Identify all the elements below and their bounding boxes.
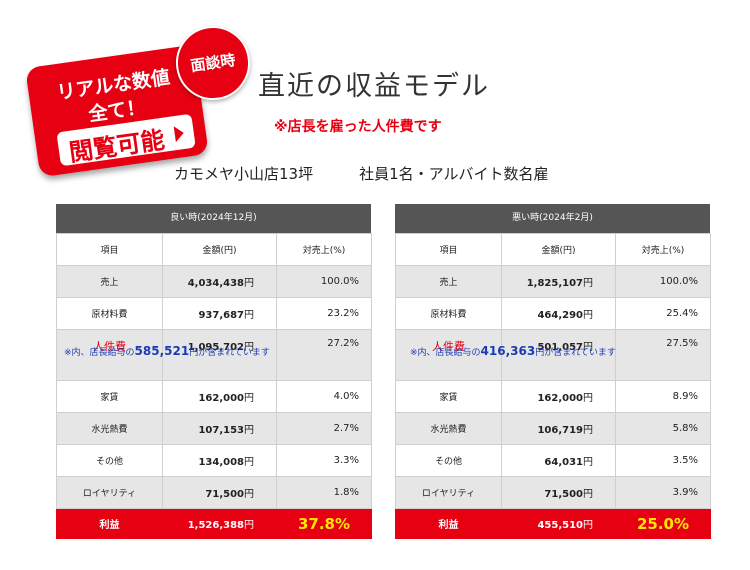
store-info: カモメヤ小山店13坪 社員1名・アルバイト数名雇 bbox=[174, 163, 549, 184]
col-ratio: 対売上(%) bbox=[615, 233, 711, 266]
col-item: 項目 bbox=[395, 233, 502, 266]
table-row: 原材料費 464,290円 25.4% bbox=[395, 297, 711, 330]
bad-period-header: 悪い時(2024年2月) bbox=[395, 204, 710, 233]
table-row: 水光熱費 106,719円 5.8% bbox=[395, 412, 711, 445]
col-amount: 金額(円) bbox=[501, 233, 616, 266]
profit-row: 利益 455,510円 25.0% bbox=[395, 508, 711, 539]
col-amount: 金額(円) bbox=[162, 233, 277, 266]
store-name: カモメヤ小山店13坪 bbox=[174, 165, 314, 183]
col-item: 項目 bbox=[56, 233, 163, 266]
table-row: 売上 4,034,438円 100.0% bbox=[56, 265, 372, 298]
labor-note-bad: ※内、店長給与の416,363円が含まれています bbox=[410, 344, 616, 358]
table-row-labor: 人件費 501,057円 27.5% bbox=[395, 329, 711, 381]
store-staff: 社員1名・アルバイト数名雇 bbox=[359, 165, 549, 183]
profit-ratio: 37.8% bbox=[276, 508, 372, 539]
page-title: 直近の収益モデル bbox=[258, 71, 490, 102]
promo-badge: リアルな数値 全て！ 閲覧可能 面談時 bbox=[25, 21, 255, 178]
table-row: その他 134,008円 3.3% bbox=[56, 444, 372, 477]
table-row: 売上 1,825,107円 100.0% bbox=[395, 265, 711, 298]
col-ratio: 対売上(%) bbox=[276, 233, 372, 266]
table-row: 原材料費 937,687円 23.2% bbox=[56, 297, 372, 330]
table-row: 家賃 162,000円 8.9% bbox=[395, 380, 711, 413]
profit-ratio: 25.0% bbox=[615, 508, 711, 539]
profit-row: 利益 1,526,388円 37.8% bbox=[56, 508, 372, 539]
good-period-table: 良い時(2024年12月) 項目 金額(円) 対売上(%) 売上 4,034,4… bbox=[56, 204, 372, 539]
arrow-right-icon bbox=[173, 125, 185, 143]
table-row-labor: 人件費 1,095,702円 27.2% bbox=[56, 329, 372, 381]
table-row: 水光熱費 107,153円 2.7% bbox=[56, 412, 372, 445]
table-row: ロイヤリティ 71,500円 1.8% bbox=[56, 476, 372, 509]
good-period-header: 良い時(2024年12月) bbox=[56, 204, 371, 233]
labor-note-good: ※内、店長給与の585,521円が含まれています bbox=[64, 344, 270, 358]
labor-cost-note: ※店長を雇った人件費です bbox=[274, 119, 442, 135]
bad-period-table: 悪い時(2024年2月) 項目 金額(円) 対売上(%) 売上 1,825,10… bbox=[395, 204, 711, 539]
table-row: 家賃 162,000円 4.0% bbox=[56, 380, 372, 413]
table-row: ロイヤリティ 71,500円 3.9% bbox=[395, 476, 711, 509]
table-row: その他 64,031円 3.5% bbox=[395, 444, 711, 477]
